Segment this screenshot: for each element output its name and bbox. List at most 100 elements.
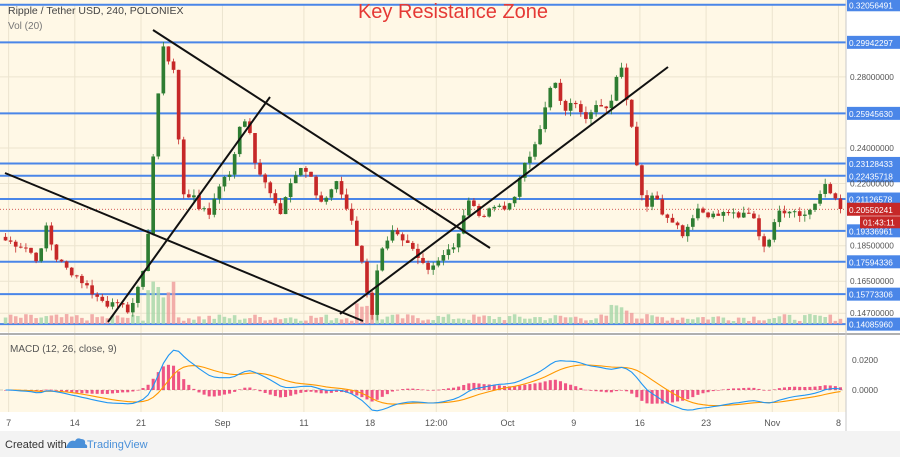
volume-bar [120, 317, 125, 324]
candle-body [446, 249, 451, 256]
macd-histogram-bar [202, 390, 206, 395]
candle-body [115, 302, 120, 304]
volume-bar [823, 317, 827, 324]
candle-body [18, 246, 23, 248]
volume-bar [594, 318, 598, 324]
volume-bar [813, 315, 817, 324]
candle-body [176, 69, 181, 140]
volume-bar [278, 319, 283, 324]
volume-bar [507, 316, 512, 324]
candle-body [604, 106, 609, 109]
candle-body [288, 183, 293, 198]
macd-histogram-bar [513, 386, 517, 390]
candle-body [640, 165, 644, 196]
candle-body [528, 156, 532, 163]
volume-bar [197, 316, 201, 324]
macd-histogram-bar [39, 390, 43, 392]
macd-histogram-bar [635, 390, 639, 398]
candle-body [472, 200, 476, 206]
macd-histogram-bar [767, 390, 771, 391]
volume-bar [650, 315, 654, 324]
candle-body [823, 184, 828, 194]
candle-body [614, 76, 619, 101]
volume-bar [436, 315, 441, 324]
volume-bar [273, 317, 278, 324]
volume-bar [202, 319, 206, 324]
macd-histogram-bar [543, 381, 547, 390]
macd-histogram-bar [105, 390, 109, 394]
candle-body [309, 171, 313, 177]
volume-bar [380, 319, 385, 324]
macd-histogram-bar [233, 390, 237, 392]
candle-body [421, 257, 425, 263]
macd-histogram-bar [253, 389, 257, 390]
macd-histogram-bar [151, 378, 155, 390]
volume-bar [110, 315, 115, 324]
volume-bar [456, 318, 461, 324]
candle-body [319, 195, 324, 202]
level-price-label: 0.23128433 [849, 159, 893, 169]
macd-histogram-bar [222, 390, 226, 395]
candle-body [696, 208, 700, 219]
macd-histogram-bar [686, 390, 690, 400]
volume-bar [324, 314, 329, 324]
volume-bar [237, 319, 242, 324]
candle-body [538, 129, 542, 145]
volume-bar [151, 281, 155, 324]
candle-body [263, 174, 268, 183]
volume-bar [75, 315, 79, 324]
candle-body [130, 302, 135, 313]
macd-axis-background [846, 336, 900, 412]
tradingview-logo-icon[interactable] [66, 438, 88, 448]
candle-body [487, 208, 492, 217]
level-price-tag [847, 169, 900, 183]
volume-bar [538, 317, 542, 324]
candle-body [497, 205, 502, 207]
macd-histogram-bar [798, 386, 802, 390]
candle-body [74, 275, 79, 277]
macd-histogram-bar [396, 389, 400, 391]
volume-bar [803, 315, 807, 324]
level-price-label: 0.22435718 [849, 171, 893, 181]
candle-body [619, 67, 624, 77]
volume-bar [838, 318, 843, 324]
candle-body [558, 82, 563, 101]
volume-bar [808, 314, 812, 324]
macd-histogram-bar [365, 390, 369, 400]
volume-bar [90, 314, 94, 324]
volume-bar [411, 315, 415, 324]
candle-body [161, 46, 166, 94]
candle-body [85, 283, 89, 286]
candle-body [492, 206, 497, 209]
candle-body [818, 193, 822, 204]
volume-bar [716, 316, 721, 324]
macd-label: MACD (12, 26, close, 9) [10, 344, 117, 355]
macd-histogram-bar [90, 390, 94, 394]
candle-body [726, 212, 731, 214]
macd-histogram-bar [121, 390, 125, 393]
volume-bar [212, 318, 217, 324]
macd-histogram-bar [670, 390, 674, 403]
candle-body [54, 244, 59, 260]
candle-body [171, 61, 176, 70]
volume-bar [828, 314, 833, 324]
macd-histogram-bar [192, 388, 196, 390]
candle-body [594, 105, 598, 113]
volume-bar [512, 314, 517, 324]
macd-histogram-bar [462, 384, 466, 390]
macd-histogram-bar [161, 366, 165, 390]
macd-histogram-bar [177, 371, 181, 390]
candle-body [665, 214, 670, 218]
candle-body [767, 239, 772, 247]
time-tick-label: 8 [836, 418, 841, 428]
volume-bar [421, 320, 425, 324]
macd-histogram-bar [263, 390, 267, 393]
footer-tradingview-link[interactable]: TradingView [87, 439, 148, 451]
volume-bar [741, 317, 746, 324]
volume-bar [3, 317, 8, 324]
macd-histogram-bar [793, 386, 797, 390]
time-tick-label: 18 [365, 418, 375, 428]
candle-body [141, 271, 145, 287]
volume-bar [395, 314, 400, 324]
volume-bar [736, 317, 741, 324]
